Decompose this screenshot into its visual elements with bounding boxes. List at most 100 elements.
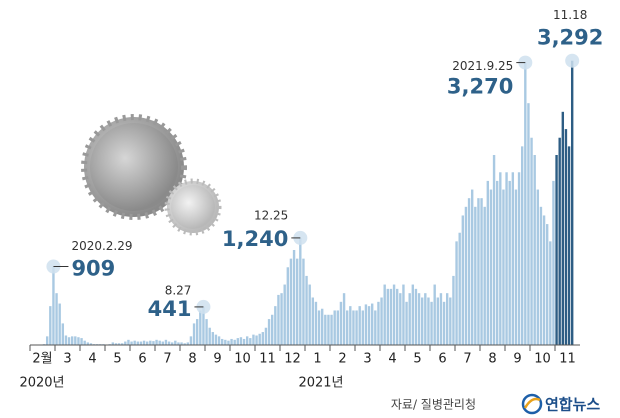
bar xyxy=(530,137,533,345)
bar xyxy=(305,275,308,345)
bar xyxy=(170,342,174,345)
bar xyxy=(255,335,258,345)
bar xyxy=(405,301,408,345)
bar xyxy=(383,284,386,345)
value-label: 909 xyxy=(71,256,115,280)
bar xyxy=(408,293,411,345)
bar xyxy=(561,111,565,346)
bar xyxy=(327,314,330,345)
bar xyxy=(427,297,430,345)
bar xyxy=(208,327,211,345)
bar xyxy=(180,342,183,345)
bar xyxy=(83,340,86,345)
x-tick-label: 2 xyxy=(338,352,346,367)
bar xyxy=(111,342,115,345)
bar xyxy=(395,288,399,345)
bar xyxy=(58,303,61,345)
bar xyxy=(77,337,80,345)
bar xyxy=(199,310,202,345)
x-tick-label: 5 xyxy=(413,352,421,367)
bar xyxy=(302,258,305,345)
bar xyxy=(364,304,368,345)
x-tick-label: 7 xyxy=(463,352,471,367)
bar xyxy=(442,301,446,345)
x-tick-label: 6 xyxy=(438,352,446,367)
bar xyxy=(233,339,236,345)
bar xyxy=(445,293,449,345)
bar xyxy=(314,301,318,345)
bar xyxy=(539,206,543,345)
bar xyxy=(505,172,508,345)
source: 자료/ 질병관리청 xyxy=(391,398,476,412)
bar xyxy=(470,189,474,345)
bar xyxy=(389,288,393,345)
bar xyxy=(61,323,65,345)
bar xyxy=(402,284,405,345)
highlight-dot xyxy=(565,53,580,68)
bar xyxy=(411,284,415,345)
bar xyxy=(424,293,427,345)
bar xyxy=(130,341,133,345)
bar xyxy=(277,294,280,345)
bar xyxy=(214,334,218,345)
value-label: 3,270 xyxy=(447,75,513,99)
bar xyxy=(202,306,205,345)
bar xyxy=(342,293,346,345)
bar xyxy=(236,338,240,345)
x-tick-label: 11 xyxy=(259,352,276,367)
bar xyxy=(227,340,230,345)
bar xyxy=(439,293,443,345)
bar xyxy=(55,293,58,345)
bar xyxy=(186,342,190,345)
value-label: 3,292 xyxy=(537,26,603,50)
bar xyxy=(295,258,299,345)
bar xyxy=(461,215,465,345)
bar xyxy=(361,310,365,345)
bar xyxy=(145,341,149,345)
bar xyxy=(74,336,77,345)
bar xyxy=(392,284,396,345)
bar xyxy=(330,314,333,345)
bar xyxy=(161,341,165,345)
x-tick-label: 12 xyxy=(284,352,301,367)
date-label: 2021.9.25 xyxy=(452,59,513,73)
bar xyxy=(345,310,349,345)
bar xyxy=(320,308,324,345)
bar xyxy=(324,314,327,345)
bar xyxy=(339,301,343,345)
bar xyxy=(270,314,274,345)
bar xyxy=(242,338,246,345)
bar xyxy=(133,340,136,345)
bar xyxy=(174,340,177,345)
bar xyxy=(420,297,424,345)
logo: 연합뉴스 xyxy=(521,393,600,415)
bar xyxy=(230,338,233,345)
bar xyxy=(280,293,283,345)
x-tick-label: 10 xyxy=(534,352,551,367)
bar xyxy=(183,343,186,345)
bar xyxy=(455,241,458,345)
bar xyxy=(149,340,152,345)
bar xyxy=(524,62,527,345)
bar xyxy=(336,310,340,345)
bar xyxy=(120,343,124,345)
x-tick-label: 2월 xyxy=(32,352,52,367)
bar xyxy=(114,343,118,345)
x-tick-label: 3 xyxy=(63,352,71,367)
bar xyxy=(417,293,421,345)
x-tick-label: 5 xyxy=(113,352,121,367)
bar xyxy=(533,155,536,345)
bar xyxy=(377,301,380,345)
date-label: 11.18 xyxy=(553,8,587,22)
bar xyxy=(152,341,155,345)
bar xyxy=(474,206,477,345)
bar xyxy=(49,306,52,345)
bar xyxy=(258,333,261,345)
bar xyxy=(464,206,468,345)
x-tick-label: 4 xyxy=(388,352,396,367)
bar xyxy=(499,172,502,345)
bar xyxy=(517,172,521,345)
bar xyxy=(211,332,215,345)
bar xyxy=(80,338,83,345)
